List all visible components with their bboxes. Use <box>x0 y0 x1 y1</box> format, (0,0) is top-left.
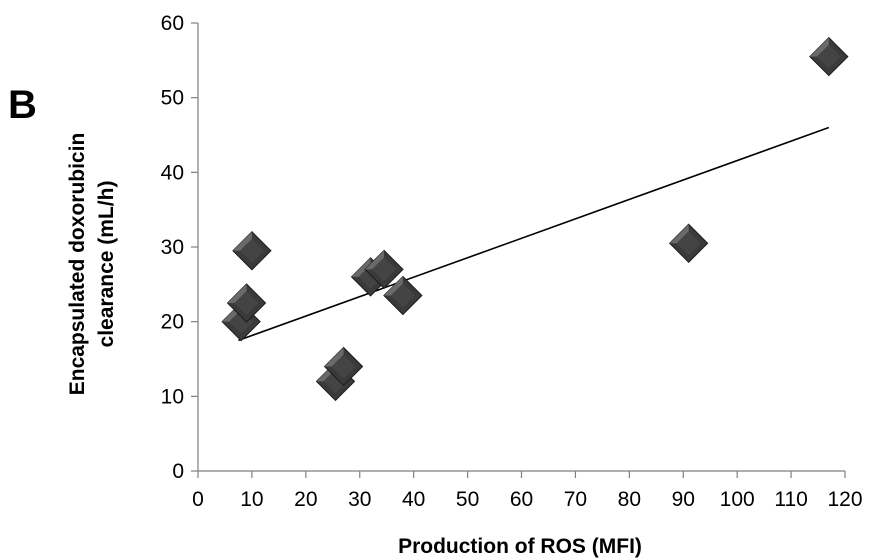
x-axis-title: Production of ROS (MFI) <box>398 535 642 558</box>
x-tick-label: 70 <box>564 488 587 511</box>
y-tick-label: 50 <box>161 87 184 110</box>
x-tick-label: 90 <box>672 488 695 511</box>
point-inner <box>331 354 356 379</box>
data-point <box>809 36 849 77</box>
x-tick-label: 110 <box>774 488 807 511</box>
y-tick-label: 30 <box>161 236 184 259</box>
x-tick-label: 60 <box>510 488 533 511</box>
y-tick-label: 60 <box>161 12 184 35</box>
x-tick-label: 30 <box>348 488 371 511</box>
point-inner <box>390 283 415 308</box>
data-point <box>226 283 267 323</box>
x-tick-label: 40 <box>402 488 425 511</box>
trendline-group <box>238 126 830 342</box>
point-inner <box>676 231 701 256</box>
data-point <box>383 275 423 316</box>
x-tick-label: 50 <box>456 488 479 511</box>
y-axis-title-line-2: clearance (mL/h) <box>95 181 118 348</box>
point-inner <box>372 257 397 282</box>
x-tick-label: 10 <box>240 488 263 511</box>
data-point <box>232 231 272 271</box>
data-point <box>323 346 364 387</box>
axes: 0 10 20 30 40 50 60 0 10 20 30 40 50 60 70 80 90 100 110 12… <box>161 12 863 511</box>
point-inner <box>239 238 264 263</box>
x-tick-label: 120 <box>827 488 862 511</box>
trendline <box>238 126 830 342</box>
x-tick-label: 100 <box>720 488 755 511</box>
y-tick-label: 40 <box>161 161 184 184</box>
x-tick-label: 20 <box>294 488 317 511</box>
y-tick-label: 10 <box>161 385 184 408</box>
panel-label: B <box>8 83 37 127</box>
point-inner <box>234 291 259 315</box>
y-tick-label: 0 <box>172 460 184 483</box>
point-inner <box>816 44 841 69</box>
y-axis-title-line-1: Encapsulated doxorubicin <box>66 133 89 396</box>
x-tick-label: 80 <box>618 488 641 511</box>
data-point <box>668 223 709 263</box>
x-tick-label: 0 <box>192 488 204 511</box>
data-points <box>221 36 849 402</box>
data-point <box>364 249 404 290</box>
y-tick-label: 20 <box>161 311 184 334</box>
y-axis-title: Encapsulated doxorubicin clearance (mL/h… <box>66 133 118 396</box>
